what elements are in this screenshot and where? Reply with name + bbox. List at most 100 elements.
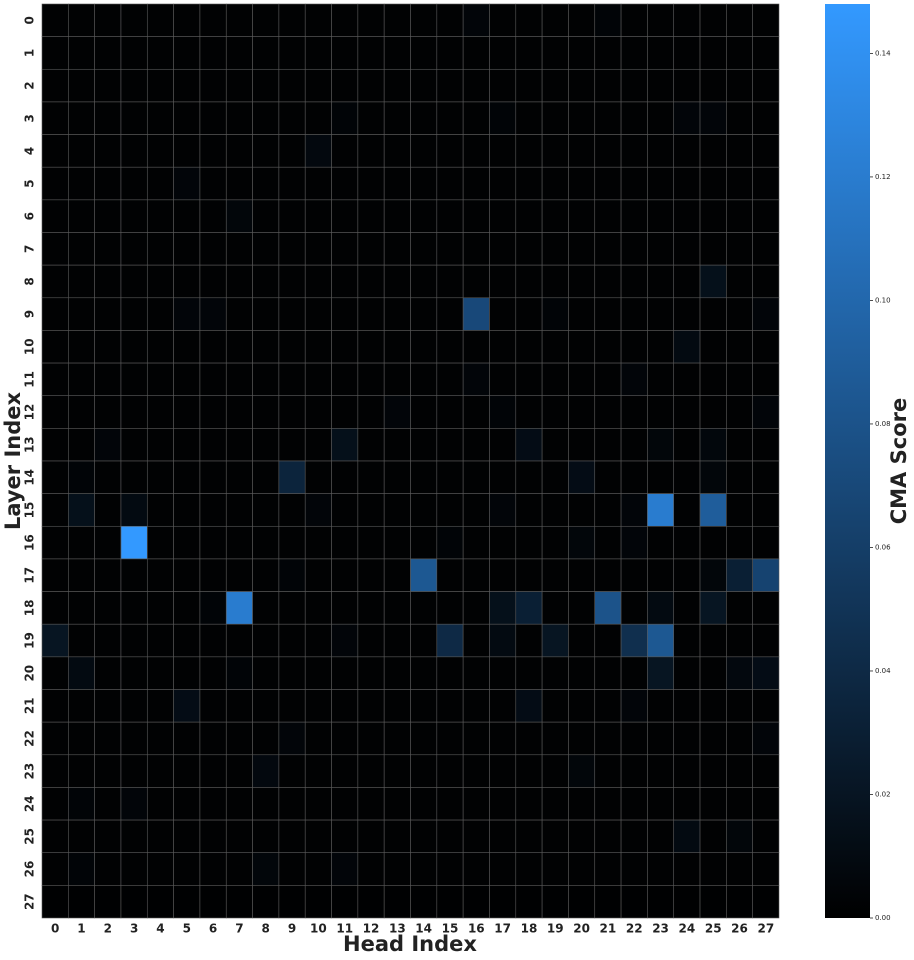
heatmap-cell [41, 591, 69, 625]
heatmap-cell [146, 362, 174, 397]
heatmap-cell [568, 493, 596, 527]
heatmap-cell [173, 101, 201, 135]
heatmap-cell [68, 721, 95, 756]
heatmap-cell [726, 493, 753, 527]
heatmap-cell [620, 460, 648, 494]
heatmap-cell [410, 885, 438, 919]
heatmap-cell [357, 264, 385, 299]
y-tick-label: 14 [23, 469, 37, 486]
heatmap-cell [68, 101, 95, 135]
heatmap-cell [41, 525, 69, 560]
heatmap-cell [568, 297, 596, 331]
heatmap-cell [752, 852, 780, 886]
heatmap-cell [436, 852, 464, 886]
heatmap-cell [436, 428, 464, 462]
heatmap-cell [462, 689, 490, 723]
heatmap-cell [120, 623, 148, 658]
heatmap-cell [199, 101, 227, 135]
heatmap-cell [673, 852, 701, 886]
heatmap-cell [278, 134, 306, 168]
heatmap-cell [410, 264, 438, 299]
heatmap-cell [68, 199, 95, 233]
heatmap-cell [515, 460, 543, 494]
heatmap-cell [68, 166, 95, 201]
y-tick-label: 5 [23, 179, 37, 187]
heatmap-cell [383, 591, 411, 625]
heatmap-cell [304, 3, 332, 37]
heatmap-cell [94, 68, 122, 103]
heatmap-cell [489, 428, 517, 462]
heatmap-cell [94, 297, 122, 331]
heatmap-cell [383, 460, 411, 494]
heatmap-cell [647, 787, 675, 821]
x-tick-label: 9 [288, 922, 296, 936]
x-tick-label: 5 [183, 922, 191, 936]
heatmap-cell [699, 36, 727, 70]
heatmap-cell [383, 264, 411, 299]
heatmap-cell [436, 819, 464, 854]
heatmap-cell [462, 232, 490, 266]
heatmap-cell [541, 199, 569, 233]
heatmap-cell [331, 68, 359, 103]
heatmap-cell [410, 852, 438, 886]
heatmap-cell [304, 493, 332, 527]
heatmap-cell [752, 330, 780, 364]
x-tick-label: 7 [235, 922, 243, 936]
heatmap-cell [515, 852, 543, 886]
heatmap-cell [41, 3, 69, 37]
heatmap-cell [357, 525, 385, 560]
heatmap-cell [620, 689, 648, 723]
heatmap-cell [199, 395, 227, 429]
heatmap-cell [278, 656, 306, 690]
heatmap-cell [383, 493, 411, 527]
heatmap-cell [699, 787, 727, 821]
heatmap-cell [252, 460, 280, 494]
heatmap-cell [436, 3, 464, 37]
heatmap-cell [699, 362, 727, 397]
heatmap-cell [278, 264, 306, 299]
heatmap-cell [489, 689, 517, 723]
heatmap-cell [173, 721, 201, 756]
y-tick-label: 22 [23, 730, 37, 747]
heatmap-cell [173, 134, 201, 168]
heatmap-cell [278, 493, 306, 527]
heatmap-cell [620, 787, 648, 821]
heatmap-cell [726, 3, 753, 37]
heatmap-cell [357, 787, 385, 821]
heatmap-cell [94, 721, 122, 756]
heatmap-cell [726, 656, 753, 690]
heatmap-cell [278, 68, 306, 103]
heatmap-cell [94, 656, 122, 690]
heatmap-cell [146, 819, 174, 854]
heatmap-cell [594, 787, 622, 821]
heatmap-cell [515, 3, 543, 37]
heatmap-cell [699, 232, 727, 266]
heatmap-cell [41, 395, 69, 429]
y-tick-label: 3 [23, 114, 37, 122]
heatmap-cell [673, 297, 701, 331]
heatmap-cell [462, 362, 490, 397]
heatmap-cell [673, 460, 701, 494]
heatmap-cell [515, 493, 543, 527]
x-tick-label: 15 [442, 922, 459, 936]
heatmap-cell [699, 428, 727, 462]
heatmap-cell [304, 199, 332, 233]
heatmap-cell [410, 787, 438, 821]
heatmap-cell [726, 689, 753, 723]
y-tick-label: 12 [23, 404, 37, 421]
heatmap-cell [620, 36, 648, 70]
heatmap-cell [436, 721, 464, 756]
heatmap-cell [726, 297, 753, 331]
heatmap-cell [304, 656, 332, 690]
heatmap-cell [436, 395, 464, 429]
heatmap-cell [357, 362, 385, 397]
colorbar-tick-label: 0.14 [875, 49, 891, 57]
heatmap-cell [383, 885, 411, 919]
heatmap-cell [120, 264, 148, 299]
heatmap-cell [489, 3, 517, 37]
heatmap-cell [146, 525, 174, 560]
heatmap-cell [515, 428, 543, 462]
heatmap-cell [594, 428, 622, 462]
heatmap-cell [225, 493, 253, 527]
heatmap-cell [515, 558, 543, 592]
